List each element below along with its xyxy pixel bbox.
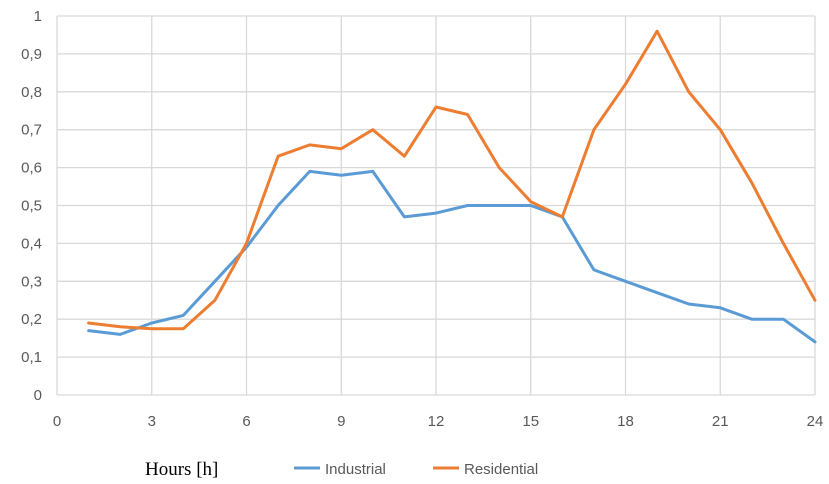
series-lines xyxy=(87,29,817,344)
x-tick-label: 3 xyxy=(148,413,156,430)
y-tick-label: 0,3 xyxy=(21,273,42,290)
x-tick-label: 9 xyxy=(337,413,345,430)
legend-label-residential: Residential xyxy=(464,461,538,478)
x-tick-label: 15 xyxy=(522,413,539,430)
x-tick-label: 24 xyxy=(807,413,824,430)
legend: Hours [h] Industrial Residential xyxy=(145,459,538,480)
y-axis: 0 0,1 0,2 0,3 0,4 0,5 0,6 0,7 0,8 0,9 1 xyxy=(21,8,42,404)
y-tick-label: 1 xyxy=(34,8,42,25)
y-tick-label: 0,7 xyxy=(21,122,42,139)
y-tick-label: 0,9 xyxy=(21,46,42,63)
y-tick-label: 0 xyxy=(34,387,42,404)
y-tick-label: 0,8 xyxy=(21,84,42,101)
x-tick-label: 12 xyxy=(428,413,445,430)
legend-label-industrial: Industrial xyxy=(325,461,386,478)
y-tick-label: 0,4 xyxy=(21,235,42,252)
x-tick-label: 6 xyxy=(242,413,250,430)
y-tick-label: 0,2 xyxy=(21,311,42,328)
x-tick-label: 21 xyxy=(712,413,729,430)
y-tick-label: 0,1 xyxy=(21,349,42,366)
y-tick-label: 0,5 xyxy=(21,198,42,215)
x-tick-label: 18 xyxy=(617,413,634,430)
x-axis-label: Hours [h] xyxy=(145,459,218,480)
series-line-residential xyxy=(87,29,817,331)
x-tick-label: 0 xyxy=(53,413,61,430)
y-tick-label: 0,6 xyxy=(21,160,42,177)
x-axis: 0 3 6 9 12 15 18 21 24 xyxy=(53,413,824,430)
grid-lines xyxy=(56,15,816,396)
series-line-industrial xyxy=(87,169,817,344)
